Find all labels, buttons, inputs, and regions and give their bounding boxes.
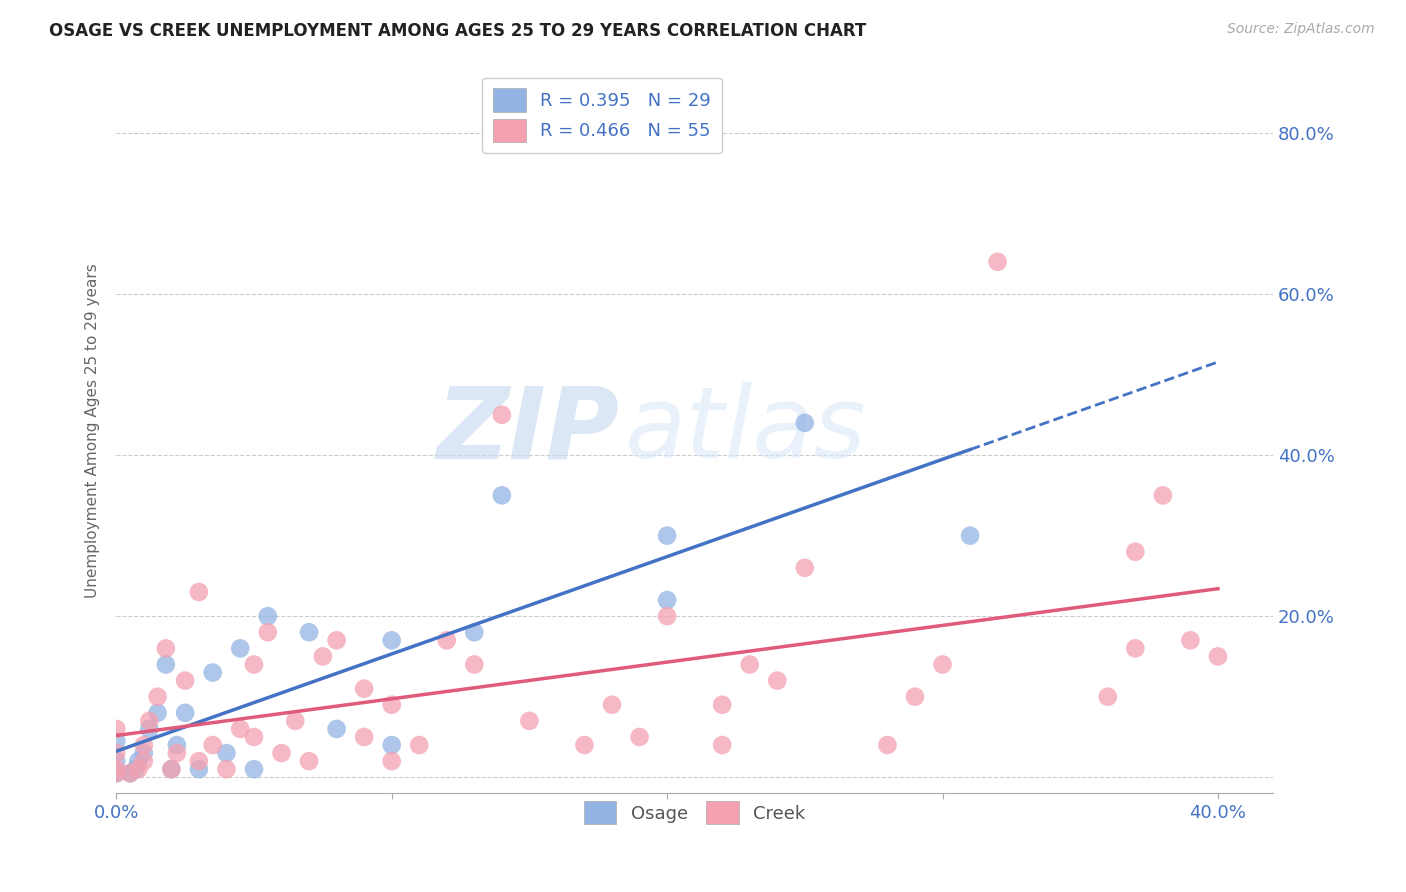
- Point: [491, 488, 513, 502]
- Point: [166, 746, 188, 760]
- Point: [436, 633, 458, 648]
- Point: [229, 641, 252, 656]
- Point: [381, 698, 404, 712]
- Point: [132, 746, 155, 760]
- Point: [1206, 649, 1229, 664]
- Point: [201, 738, 224, 752]
- Point: [600, 698, 623, 712]
- Point: [519, 714, 541, 728]
- Legend: Osage, Creek: Osage, Creek: [574, 790, 815, 835]
- Point: [155, 641, 177, 656]
- Point: [127, 754, 149, 768]
- Point: [201, 665, 224, 680]
- Point: [215, 762, 238, 776]
- Point: [138, 714, 160, 728]
- Point: [1180, 633, 1202, 648]
- Point: [463, 657, 485, 672]
- Point: [187, 754, 209, 768]
- Point: [1152, 488, 1174, 502]
- Point: [174, 706, 197, 720]
- Point: [655, 609, 678, 624]
- Point: [711, 738, 734, 752]
- Point: [215, 746, 238, 760]
- Point: [124, 762, 146, 776]
- Point: [105, 754, 128, 768]
- Point: [160, 762, 183, 776]
- Point: [105, 766, 128, 780]
- Text: OSAGE VS CREEK UNEMPLOYMENT AMONG AGES 25 TO 29 YEARS CORRELATION CHART: OSAGE VS CREEK UNEMPLOYMENT AMONG AGES 2…: [49, 22, 866, 40]
- Point: [132, 738, 155, 752]
- Point: [229, 722, 252, 736]
- Point: [904, 690, 927, 704]
- Point: [127, 762, 149, 776]
- Text: ZIP: ZIP: [436, 383, 620, 479]
- Point: [166, 738, 188, 752]
- Point: [174, 673, 197, 688]
- Y-axis label: Unemployment Among Ages 25 to 29 years: Unemployment Among Ages 25 to 29 years: [86, 263, 100, 599]
- Point: [1123, 641, 1146, 656]
- Point: [146, 706, 169, 720]
- Point: [381, 738, 404, 752]
- Point: [574, 738, 596, 752]
- Point: [118, 766, 141, 780]
- Point: [491, 408, 513, 422]
- Point: [298, 754, 321, 768]
- Text: Source: ZipAtlas.com: Source: ZipAtlas.com: [1227, 22, 1375, 37]
- Point: [1097, 690, 1119, 704]
- Point: [284, 714, 307, 728]
- Point: [118, 766, 141, 780]
- Point: [738, 657, 761, 672]
- Point: [987, 255, 1010, 269]
- Point: [187, 585, 209, 599]
- Point: [655, 593, 678, 607]
- Point: [408, 738, 430, 752]
- Point: [931, 657, 953, 672]
- Point: [105, 766, 128, 780]
- Point: [105, 734, 128, 748]
- Point: [138, 722, 160, 736]
- Point: [187, 762, 209, 776]
- Point: [132, 754, 155, 768]
- Point: [876, 738, 898, 752]
- Point: [243, 762, 266, 776]
- Point: [959, 528, 981, 542]
- Point: [105, 746, 128, 760]
- Point: [146, 690, 169, 704]
- Point: [270, 746, 292, 760]
- Point: [243, 657, 266, 672]
- Point: [298, 625, 321, 640]
- Text: atlas: atlas: [626, 383, 868, 479]
- Point: [105, 722, 128, 736]
- Point: [243, 730, 266, 744]
- Point: [711, 698, 734, 712]
- Point: [381, 754, 404, 768]
- Point: [1123, 545, 1146, 559]
- Point: [256, 609, 278, 624]
- Point: [105, 762, 128, 776]
- Point: [312, 649, 335, 664]
- Point: [793, 416, 815, 430]
- Point: [353, 730, 375, 744]
- Point: [325, 722, 347, 736]
- Point: [160, 762, 183, 776]
- Point: [325, 633, 347, 648]
- Point: [793, 561, 815, 575]
- Point: [256, 625, 278, 640]
- Point: [381, 633, 404, 648]
- Point: [628, 730, 651, 744]
- Point: [655, 528, 678, 542]
- Point: [155, 657, 177, 672]
- Point: [766, 673, 789, 688]
- Point: [353, 681, 375, 696]
- Point: [463, 625, 485, 640]
